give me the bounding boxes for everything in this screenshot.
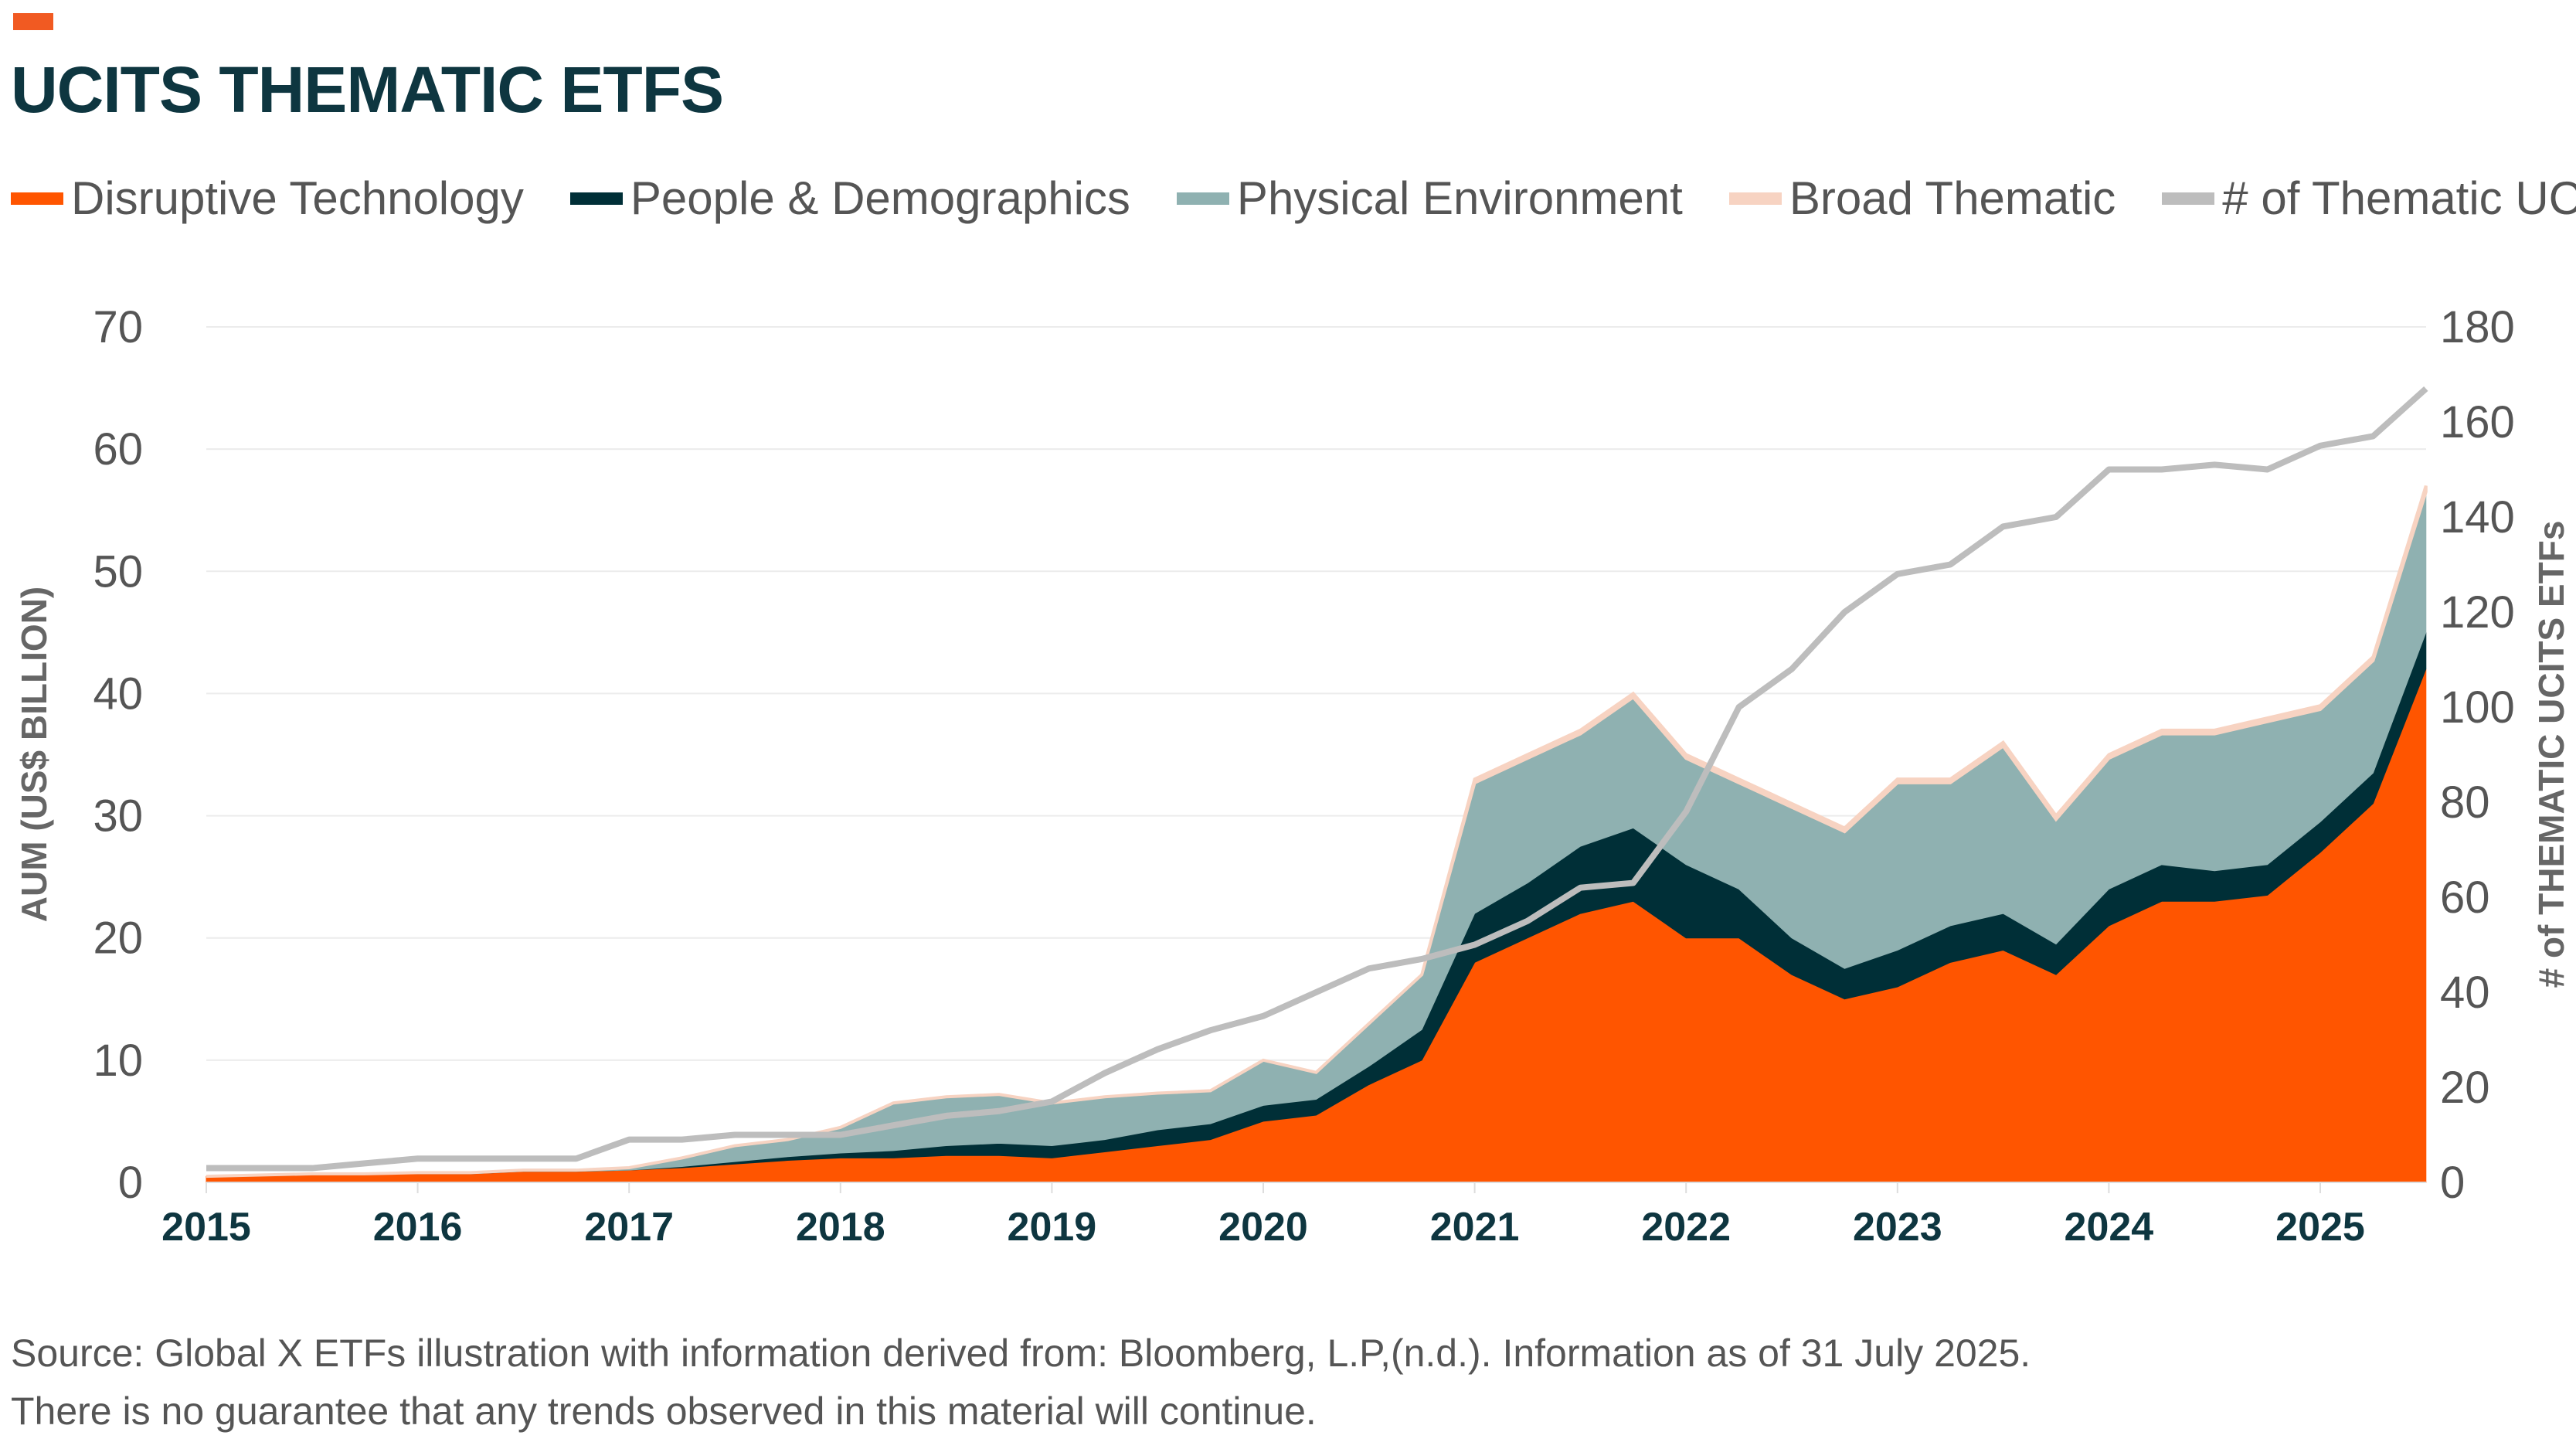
line-thematic-ucits-count <box>206 386 2428 1172</box>
x-tick-label: 2017 <box>584 1205 674 1250</box>
y2-tick-label: 100 <box>2440 682 2515 733</box>
y-tick-label: 50 <box>93 546 143 597</box>
y-tick-label: 40 <box>93 668 143 719</box>
legend-item-people-demographics: People & Demographics <box>569 172 1130 225</box>
y-tick-label: 20 <box>93 913 143 964</box>
x-tick-label: 2022 <box>1641 1205 1731 1250</box>
chart-title: UCITS THEMATIC ETFS <box>11 53 724 126</box>
y-tick-label: 10 <box>93 1036 143 1086</box>
legend-item-disruptive-technology: Disruptive Technology <box>11 172 524 225</box>
legend-label: Disruptive Technology <box>71 172 524 224</box>
legend-item-physical-environment: Physical Environment <box>1176 172 1683 225</box>
y-tick-label: 30 <box>93 791 143 842</box>
y2-tick-label: 180 <box>2440 302 2515 352</box>
y2-tick-label: 20 <box>2440 1063 2490 1113</box>
x-tick-label: 2019 <box>1008 1205 1097 1250</box>
disclaimer-note: There is no guarantee that any trends ob… <box>11 1389 1317 1433</box>
y2-tick-label: 160 <box>2440 397 2515 447</box>
x-tick-label: 2024 <box>2065 1205 2154 1250</box>
legend-label: Broad Thematic <box>1789 172 2116 224</box>
legend: Disruptive Technology People & Demograph… <box>11 172 2576 225</box>
x-tick-label: 2018 <box>796 1205 885 1250</box>
y2-tick-label: 140 <box>2440 492 2515 543</box>
legend-label: People & Demographics <box>630 172 1130 224</box>
y2-tick-label: 0 <box>2440 1158 2465 1208</box>
area-broad-thematic <box>206 485 2428 1179</box>
legend-label: # of Thematic UCITS <box>2222 172 2576 224</box>
legend-label: Physical Environment <box>1236 172 1683 224</box>
y2-tick-label: 40 <box>2440 968 2490 1018</box>
y-tick-label: 70 <box>93 302 143 352</box>
x-tick-label: 2020 <box>1218 1205 1308 1250</box>
y2-tick-label: 80 <box>2440 777 2490 828</box>
legend-swatch <box>569 192 623 205</box>
legend-item-thematic-ucits-count: # of Thematic UCITS <box>2162 172 2576 225</box>
legend-swatch <box>1728 192 1782 205</box>
x-tick-label: 2015 <box>161 1205 251 1250</box>
x-tick-label: 2025 <box>2275 1205 2365 1250</box>
legend-swatch <box>11 192 63 205</box>
x-tick-label: 2016 <box>373 1205 463 1250</box>
x-tick-label: 2023 <box>1853 1205 1942 1250</box>
source-note: Source: Global X ETFs illustration with … <box>11 1332 2031 1375</box>
x-tick-label: 2021 <box>1430 1205 1520 1250</box>
y2-tick-label: 60 <box>2440 872 2490 923</box>
y-tick-label: 0 <box>118 1158 143 1208</box>
accent-bar <box>13 13 53 30</box>
y-axis-title: AUM (US$ BILLION) <box>14 587 54 922</box>
y2-tick-label: 120 <box>2440 587 2515 638</box>
y2-axis-title: # of THEMATIC UCITS ETFs <box>2531 521 2571 988</box>
legend-swatch <box>2162 192 2215 205</box>
legend-swatch <box>1176 192 1229 205</box>
chart: 0 10 20 30 40 50 60 70 0 20 40 60 80 100 120 140 160 180 2… <box>14 302 2571 1250</box>
y-tick-label: 60 <box>93 424 143 474</box>
legend-item-broad-thematic: Broad Thematic <box>1728 172 2116 225</box>
